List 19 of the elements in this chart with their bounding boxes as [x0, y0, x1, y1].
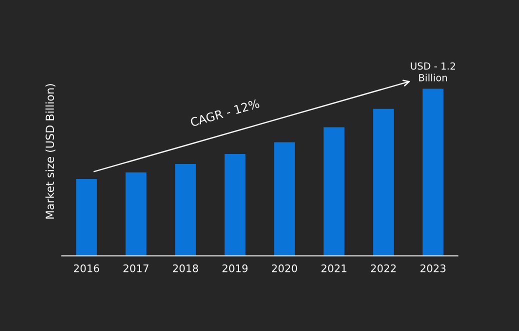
bar	[324, 127, 344, 256]
x-tick-label: 2019	[222, 264, 248, 272]
x-tick-label: 2023	[420, 264, 446, 272]
x-tick-label: 2018	[173, 264, 198, 272]
x-tick-label: 2017	[124, 264, 148, 272]
bar	[175, 164, 196, 256]
x-tick-label: 2021	[322, 264, 346, 272]
bar	[76, 179, 97, 256]
annotation: USD - 1.2 Billion	[410, 62, 455, 82]
annotation: CAGR - 12%	[190, 98, 260, 127]
bar	[274, 142, 295, 256]
bar	[126, 172, 146, 256]
y-axis-title: Market size (USD Billion)	[45, 84, 56, 219]
bar	[422, 88, 444, 256]
x-tick-label: 2020	[272, 264, 298, 272]
x-tick-label: 2022	[371, 264, 396, 272]
bar	[224, 154, 246, 256]
x-tick-label: 2016	[74, 264, 100, 272]
bar	[373, 108, 394, 256]
